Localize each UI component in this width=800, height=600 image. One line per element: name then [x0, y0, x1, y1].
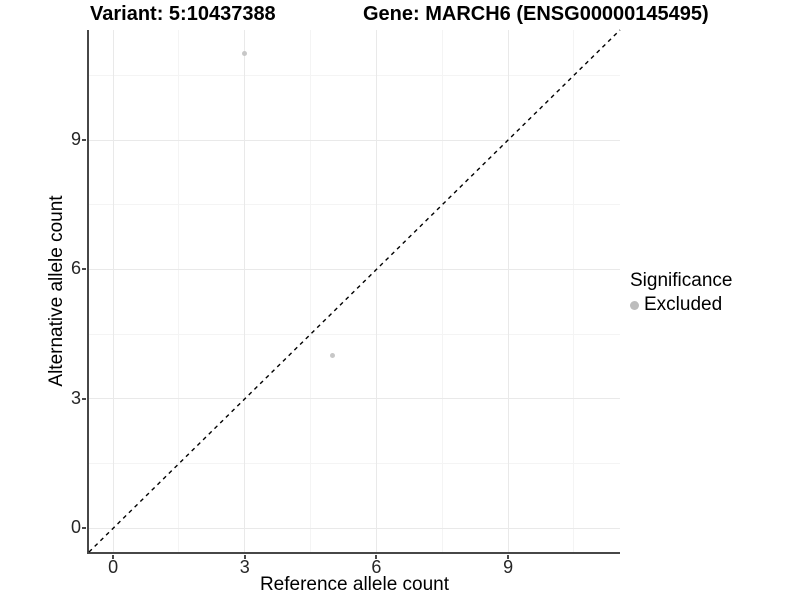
x-tick-label: 0: [108, 557, 119, 577]
x-tick-label: 9: [503, 557, 514, 577]
x-axis-tick: [112, 555, 115, 559]
x-axis-tick: [243, 555, 246, 559]
y-tick-label: 9: [70, 129, 81, 149]
legend-point-icon: [630, 300, 639, 310]
y-axis-tick: [82, 139, 86, 141]
x-major-gridline: [375, 30, 377, 552]
x-major-gridline: [112, 30, 114, 552]
y-major-gridline: [89, 398, 620, 400]
y-axis-tick: [82, 268, 86, 271]
x-tick-label: 3: [239, 557, 250, 577]
data-point: [242, 51, 248, 57]
y-minor-gridline: [89, 204, 620, 206]
legend-title: Significance: [630, 270, 733, 291]
data-point: [330, 353, 336, 359]
x-major-gridline: [507, 30, 509, 552]
y-minor-gridline: [89, 333, 620, 335]
x-major-gridline: [244, 30, 246, 552]
legend-item-label: Excluded: [644, 294, 723, 315]
y-tick-label: 6: [70, 258, 81, 279]
y-tick-label: 0: [70, 517, 81, 538]
y-axis-tick: [82, 527, 86, 530]
x-axis-tick: [507, 555, 510, 559]
x-minor-gridline: [310, 30, 312, 552]
plot-title-gene: Gene: MARCH6 (ENSG00000145495): [363, 3, 709, 25]
x-minor-gridline: [441, 30, 443, 552]
identity-abline: [88, 29, 621, 553]
y-minor-gridline: [89, 463, 620, 465]
y-major-gridline: [89, 139, 620, 141]
plot-panel: [82, 29, 621, 559]
legend-item-excluded: Excluded: [630, 294, 732, 316]
y-axis-line: [87, 30, 89, 554]
x-axis-title: Reference allele count: [259, 574, 450, 595]
y-tick-label: 3: [70, 387, 81, 408]
y-minor-gridline: [89, 74, 620, 76]
x-axis-tick: [375, 555, 378, 559]
x-minor-gridline: [573, 30, 575, 552]
x-minor-gridline: [178, 30, 180, 552]
x-tick-label: 6: [371, 557, 382, 577]
y-major-gridline: [89, 527, 620, 529]
plot-title-variant: Variant: 5:10437388: [90, 3, 276, 25]
x-axis-line: [87, 552, 620, 554]
y-axis-tick: [82, 397, 86, 400]
y-major-gridline: [89, 268, 620, 270]
legend: Significance Excluded: [630, 270, 732, 316]
